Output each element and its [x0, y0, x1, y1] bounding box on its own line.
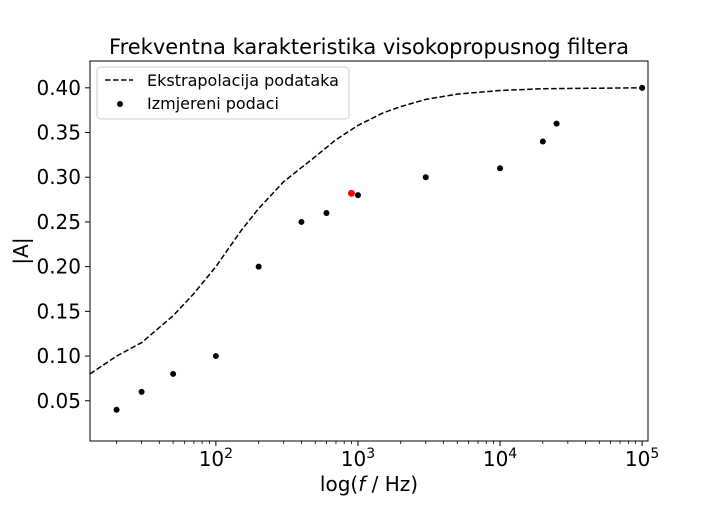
- y-tick-label: 0.20: [36, 255, 81, 279]
- y-axis-ticks: 0.05 0.10 0.15 0.20 0.25 0.30 0.35 0.40: [36, 76, 90, 413]
- y-tick-label: 0.15: [36, 299, 81, 323]
- y-tick-label: 0.25: [36, 210, 81, 234]
- legend-label-measured: Izmjereni podaci: [147, 94, 279, 113]
- measured-point: [553, 120, 560, 127]
- x-tick-label: 105: [625, 446, 659, 471]
- measured-point: [255, 263, 262, 270]
- measured-point: [639, 84, 646, 91]
- y-tick-label: 0.40: [36, 76, 81, 100]
- plot-area-frame: [89, 60, 649, 442]
- y-tick-label: 0.05: [36, 389, 81, 413]
- x-axis-label-variable: f: [358, 472, 368, 496]
- measured-point: [354, 192, 361, 199]
- measured-points-layer: [113, 84, 646, 413]
- x-tick-label: 103: [341, 446, 375, 471]
- legend-label-extrapolation: Ekstrapolacija podataka: [147, 71, 339, 90]
- highlighted-point: [347, 189, 355, 197]
- x-axis-label-prefix: log(: [320, 472, 358, 496]
- measured-point: [113, 406, 120, 413]
- x-axis-ticks: 102 103 104 105: [116, 441, 659, 471]
- measured-point: [539, 138, 546, 145]
- chart-title: Frekventna karakteristika visokopropusno…: [109, 35, 629, 59]
- measured-point: [212, 353, 219, 360]
- legend: Ekstrapolacija podataka Izmjereni podaci: [96, 66, 350, 120]
- measured-point: [323, 210, 330, 216]
- legend-dot-swatch: [117, 101, 123, 107]
- x-tick-label: 104: [483, 446, 517, 471]
- extrapolation-curve: [89, 87, 643, 375]
- measured-point: [170, 370, 177, 377]
- y-axis-label: |A|: [9, 237, 33, 264]
- measured-point: [422, 174, 429, 181]
- x-axis-label-suffix: / Hz): [365, 472, 418, 496]
- x-axis-label: log(f / Hz): [320, 472, 418, 496]
- legend-frame: [96, 66, 350, 120]
- highlight-layer: [347, 189, 355, 197]
- x-tick-label: 102: [199, 446, 233, 471]
- measured-point: [497, 165, 504, 172]
- measured-point: [298, 218, 305, 225]
- measured-point: [138, 388, 145, 395]
- y-tick-label: 0.35: [36, 121, 81, 145]
- y-tick-label: 0.30: [36, 165, 81, 189]
- y-tick-label: 0.10: [36, 344, 81, 368]
- extrapolation-layer: [89, 87, 643, 375]
